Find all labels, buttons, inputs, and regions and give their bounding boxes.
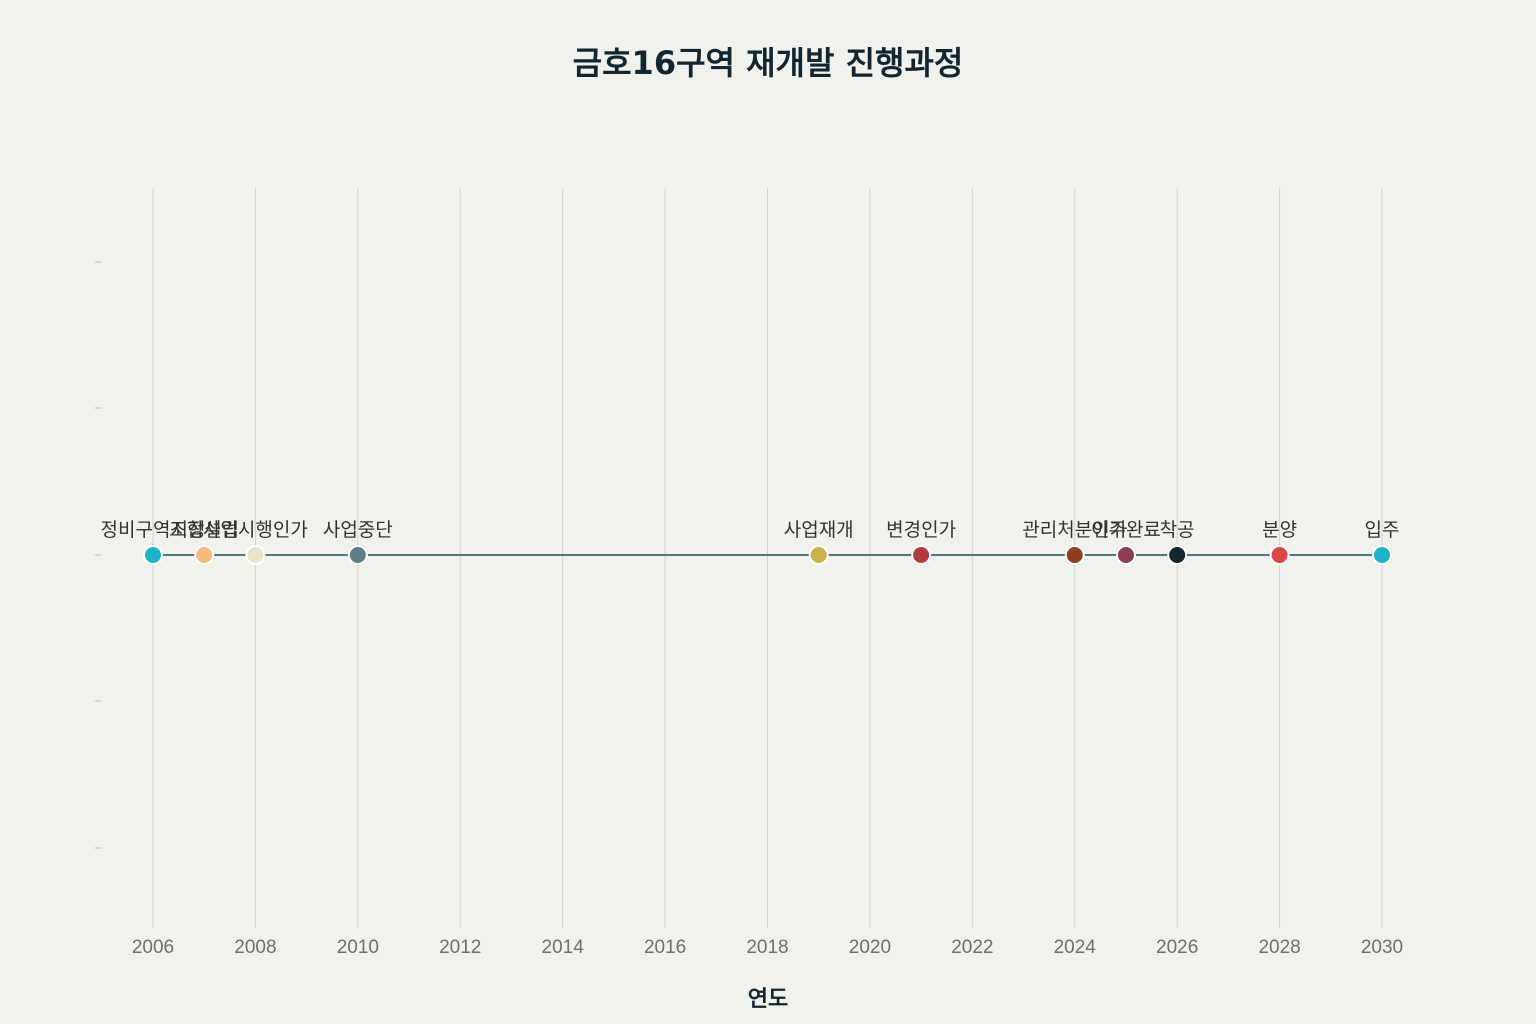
event-label-2024: 관리처분인가 (1022, 519, 1127, 541)
event-label-2021: 변경인가 (886, 519, 956, 541)
event-point-2024 (1064, 545, 1085, 565)
event-point-2008 (245, 545, 266, 565)
x-axis-tick-labels: 2006 2008 2010 2012 2014 2016 2018 2020 2022 2024… (132, 937, 1403, 958)
x-tick-label-2016: 2016 (644, 937, 686, 958)
x-tick-label-2020: 2020 (849, 937, 891, 958)
event-label-2019: 사업재개 (784, 519, 854, 541)
event-point-2028 (1269, 545, 1290, 565)
x-tick-label-2012: 2012 (439, 937, 481, 958)
event-point-2021 (911, 545, 932, 565)
event-point-2019 (808, 545, 829, 565)
x-tick-label-2024: 2024 (1054, 937, 1097, 958)
event-label-2026: 착공 (1160, 519, 1195, 541)
event-label-2007: 조합설립 (169, 519, 239, 541)
x-tick-label-2014: 2014 (542, 937, 585, 958)
grid-lines (152, 188, 1383, 928)
x-tick-label-2018: 2018 (746, 937, 788, 958)
event-label-2030: 입주 (1365, 519, 1400, 541)
event-label-2028: 분양 (1262, 519, 1297, 541)
y-axis-ticks (95, 261, 101, 849)
x-tick-label-2026: 2026 (1156, 937, 1198, 958)
x-axis-label: 연도 (748, 987, 788, 1012)
event-label-2008: 사업시행인가 (203, 519, 308, 541)
event-point-2007 (194, 545, 215, 565)
x-tick-label-2006: 2006 (132, 937, 174, 958)
event-label-2025: 이주완료 (1091, 519, 1161, 541)
x-tick-label-2010: 2010 (337, 937, 379, 958)
event-label-2006: 정비구역지정 (101, 519, 206, 541)
event-point-2010 (347, 545, 368, 565)
event-point-2025 (1115, 545, 1136, 565)
event-point-2030 (1372, 545, 1392, 565)
event-points (143, 545, 1392, 565)
event-point-2026 (1167, 545, 1188, 565)
chart-title: 금호16구역 재개발 진행과정 (573, 44, 964, 82)
x-tick-label-2028: 2028 (1258, 937, 1300, 958)
x-tick-label-2022: 2022 (951, 937, 993, 958)
x-tick-label-2008: 2008 (234, 937, 276, 958)
x-tick-label-2030: 2030 (1361, 937, 1403, 958)
event-point-2006 (143, 545, 163, 565)
event-label-2010: 사업중단 (323, 519, 393, 541)
